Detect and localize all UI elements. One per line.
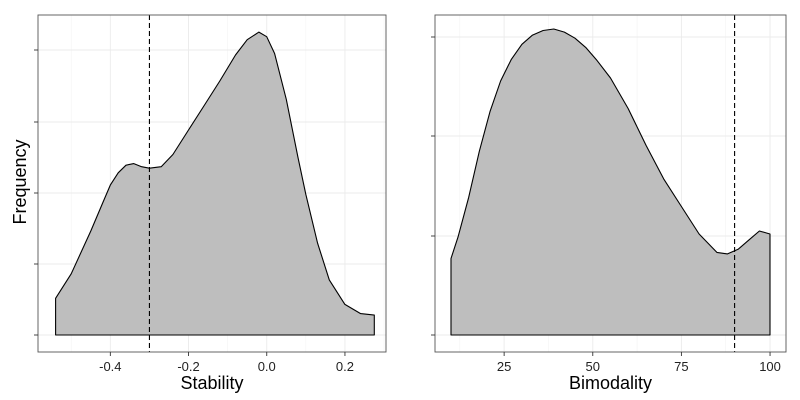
stability-density-area xyxy=(55,31,375,336)
bimodality-x-tick-label: 100 xyxy=(759,359,781,374)
stability-panel-border xyxy=(37,14,387,353)
bimodality-x-tick-label: 75 xyxy=(674,359,688,374)
bimodality-x-axis-title: Bimodality xyxy=(569,373,652,393)
bimodality-density-area xyxy=(450,28,771,336)
stability-x-tick-label: 0.0 xyxy=(258,359,276,374)
bimodality-panel: 25 50 75 100 Bimodality xyxy=(431,14,787,393)
stability-panel: -0.4 -0.2 0.0 0.2 Stability xyxy=(34,14,387,393)
y-axis-title: Frequency xyxy=(10,139,30,224)
stability-x-tick-label: -0.4 xyxy=(99,359,121,374)
bimodality-x-tick-label: 50 xyxy=(586,359,600,374)
bimodality-panel-border xyxy=(434,14,787,353)
stability-x-axis-title: Stability xyxy=(180,373,243,393)
bimodality-x-tick-label: 25 xyxy=(497,359,511,374)
stability-x-tick-label: 0.2 xyxy=(336,359,354,374)
stability-x-tick-label: -0.2 xyxy=(177,359,199,374)
